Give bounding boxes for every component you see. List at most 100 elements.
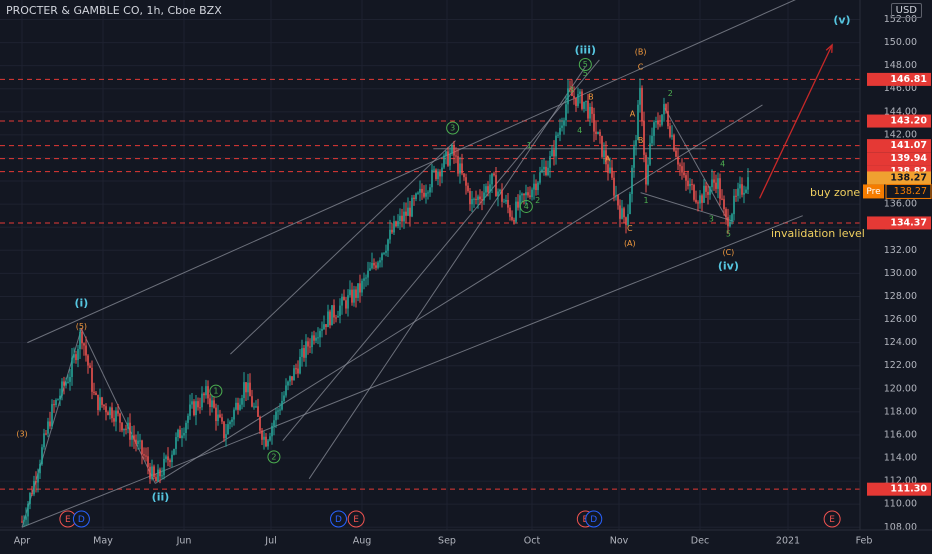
candle-body (635, 140, 637, 147)
candle-body (269, 436, 271, 441)
candle-body (265, 436, 267, 447)
candle-body (245, 382, 247, 393)
candle-body (453, 145, 455, 156)
candle-body (733, 195, 735, 215)
candle-body (195, 401, 197, 416)
wave-label: (i) (74, 296, 88, 309)
projection-arrow (759, 44, 833, 199)
wave-label: (iv) (718, 259, 739, 272)
candle-body (313, 335, 315, 341)
candle-body (85, 345, 87, 356)
candle-body (299, 356, 301, 374)
candle-body (51, 404, 53, 427)
y-tick-label: 116.00 (884, 429, 917, 440)
candle-body (565, 104, 567, 121)
candle-body (97, 394, 99, 410)
candle-body (403, 211, 405, 222)
candle-body (29, 492, 31, 504)
candle-body (33, 480, 35, 495)
candle-body (719, 178, 721, 199)
candle-body (491, 173, 493, 185)
event-label: E (353, 515, 359, 525)
wave-label: (A) (624, 239, 636, 248)
candle-body (283, 395, 285, 401)
y-tick-label: 122.00 (884, 360, 917, 371)
candle-body (287, 381, 289, 386)
candle-body (301, 348, 303, 357)
candle-body (193, 401, 195, 416)
candle-body (327, 311, 329, 328)
candle-body (109, 407, 111, 416)
candle-body (637, 104, 639, 141)
candle-body (179, 429, 181, 439)
candle-body (663, 104, 665, 115)
candle-body (387, 239, 389, 251)
level-tag (867, 114, 931, 128)
candle-body (517, 201, 519, 208)
y-tick-label: 146.00 (884, 83, 917, 94)
candle-body (167, 456, 169, 461)
candle-body (627, 214, 629, 225)
wave-label: 1 (643, 196, 648, 205)
candle-body (639, 87, 641, 105)
candle-body (707, 191, 709, 195)
candle-body (303, 348, 305, 358)
candle-body (393, 221, 395, 233)
trendline (154, 104, 763, 484)
candle-body (657, 120, 659, 125)
wave-label: 3 (450, 123, 455, 132)
candle-body (743, 192, 745, 195)
candle-body (687, 180, 689, 187)
candle-body (123, 428, 125, 431)
candle-body (363, 278, 365, 281)
candle-body (679, 164, 681, 167)
candle-body (487, 186, 489, 193)
x-tick-label: May (93, 536, 113, 547)
candle-body (405, 211, 407, 216)
y-tick-label: 120.00 (884, 383, 917, 394)
x-tick-label: 2021 (776, 536, 800, 547)
candle-body (737, 188, 739, 196)
candle-body (83, 343, 85, 346)
event-label: E (829, 515, 835, 525)
candle-body (575, 97, 577, 106)
candle-body (589, 106, 591, 119)
wave-label: A (630, 110, 636, 119)
pre-badge-label: Pre (866, 187, 881, 197)
candle-body (651, 135, 653, 144)
candle-body (191, 401, 193, 405)
candle-body (307, 341, 309, 347)
candle-body (233, 409, 235, 420)
y-tick-label: 150.00 (884, 37, 917, 48)
candle-body (171, 454, 173, 463)
candle-body (535, 183, 537, 191)
event-label: D (78, 515, 85, 525)
candle-body (95, 392, 97, 395)
candle-body (437, 171, 439, 180)
level-tag (867, 139, 931, 153)
candle-body (741, 184, 743, 195)
wave-label: A (605, 155, 611, 164)
candle-body (101, 397, 103, 405)
currency-button[interactable]: USD (890, 3, 922, 18)
candle-body (377, 262, 379, 268)
candle-body (519, 195, 521, 208)
candle-body (141, 440, 143, 455)
candle-body (153, 466, 155, 478)
candle-body (259, 416, 261, 431)
candle-body (45, 433, 47, 435)
candle-body (271, 425, 273, 437)
wave-label: (ii) (152, 490, 170, 503)
candle-body (183, 433, 185, 436)
level-price-label: 141.07 (890, 140, 927, 151)
candle-body (267, 440, 269, 447)
candle-body (373, 262, 375, 266)
current-price-tag (867, 171, 931, 185)
candle-body (501, 189, 503, 202)
candle-body (573, 96, 575, 98)
candle-body (563, 120, 565, 126)
candle-body (205, 386, 207, 396)
candle-body (155, 477, 157, 482)
